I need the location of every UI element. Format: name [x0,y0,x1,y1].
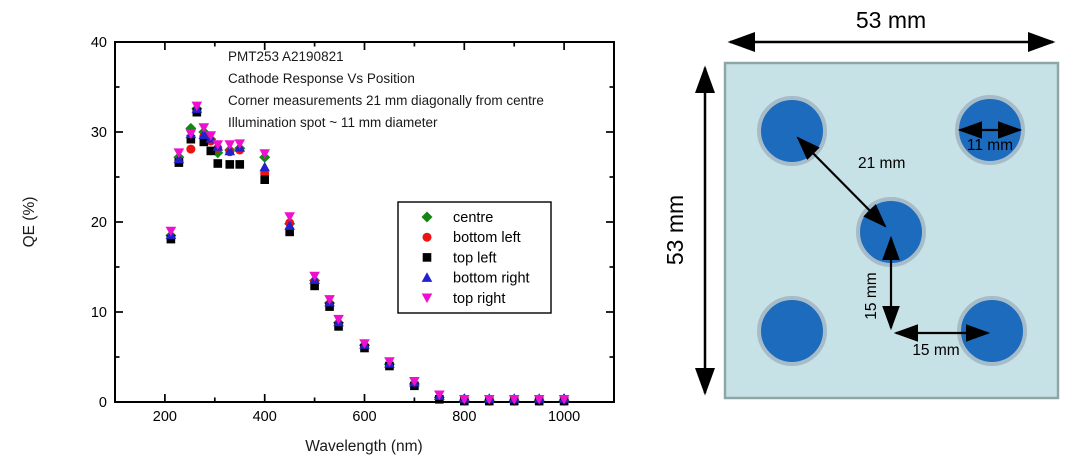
qe-chart: 200 400 600 800 1000 0 10 20 30 40 centre bottom le… [91,35,615,425]
horizontal-offset-label: 15 mm [912,342,959,359]
qe-plot-region: 200 400 600 800 1000 0 10 20 30 40 centre bottom le… [21,35,615,455]
x-tick-label: 200 [153,409,177,425]
x-tick-label: 800 [452,409,476,425]
annotation-line-3: Corner measurements 21 mm diagonally fro… [228,93,544,108]
annotation-line-4: Illumination spot ~ 11 mm diameter [228,115,438,130]
legend-label-bottom-left: bottom left [453,230,521,246]
x-tick-label: 600 [352,409,376,425]
y-tick-label: 0 [99,395,107,411]
x-axis-label: Wavelength (nm) [305,438,423,455]
spot-bottom-right [957,296,1027,366]
y-axis-label: QE (%) [21,196,38,248]
y-tick-label: 10 [91,305,107,321]
series-top-right [165,101,570,405]
plot-annotations: PMT253 A2190821 Cathode Response Vs Posi… [228,46,544,134]
x-tick-label: 1000 [548,409,580,425]
y-tick-label: 30 [91,125,107,141]
legend-label-bottom-right: bottom right [453,271,530,287]
y-tick-label: 20 [91,215,107,231]
x-tick-label: 400 [253,409,277,425]
diagonal-dimension-label: 21 mm [858,155,905,172]
legend-label-top-left: top left [453,250,497,266]
legend-label-centre: centre [453,210,493,226]
spot-bottom-left [757,296,827,366]
y-tick-label: 40 [91,35,107,51]
pmt-position-diagram: 53 mm 53 mm 21 mm 11 mm 15 mm 15 mm [662,7,1060,400]
legend-label-top-right: top right [453,291,505,307]
spot-diameter-label: 11 mm [967,137,1013,154]
annotation-line-2: Cathode Response Vs Position [228,71,415,86]
annotation-line-1: PMT253 A2190821 [228,49,344,64]
legend: centre bottom left top left bottom right top… [397,201,552,314]
diagonal-dimension-arrow [796,136,887,228]
height-dimension-label: 53 mm [662,195,688,265]
width-dimension-label: 53 mm [856,7,926,33]
vertical-offset-label: 15 mm [863,272,880,319]
